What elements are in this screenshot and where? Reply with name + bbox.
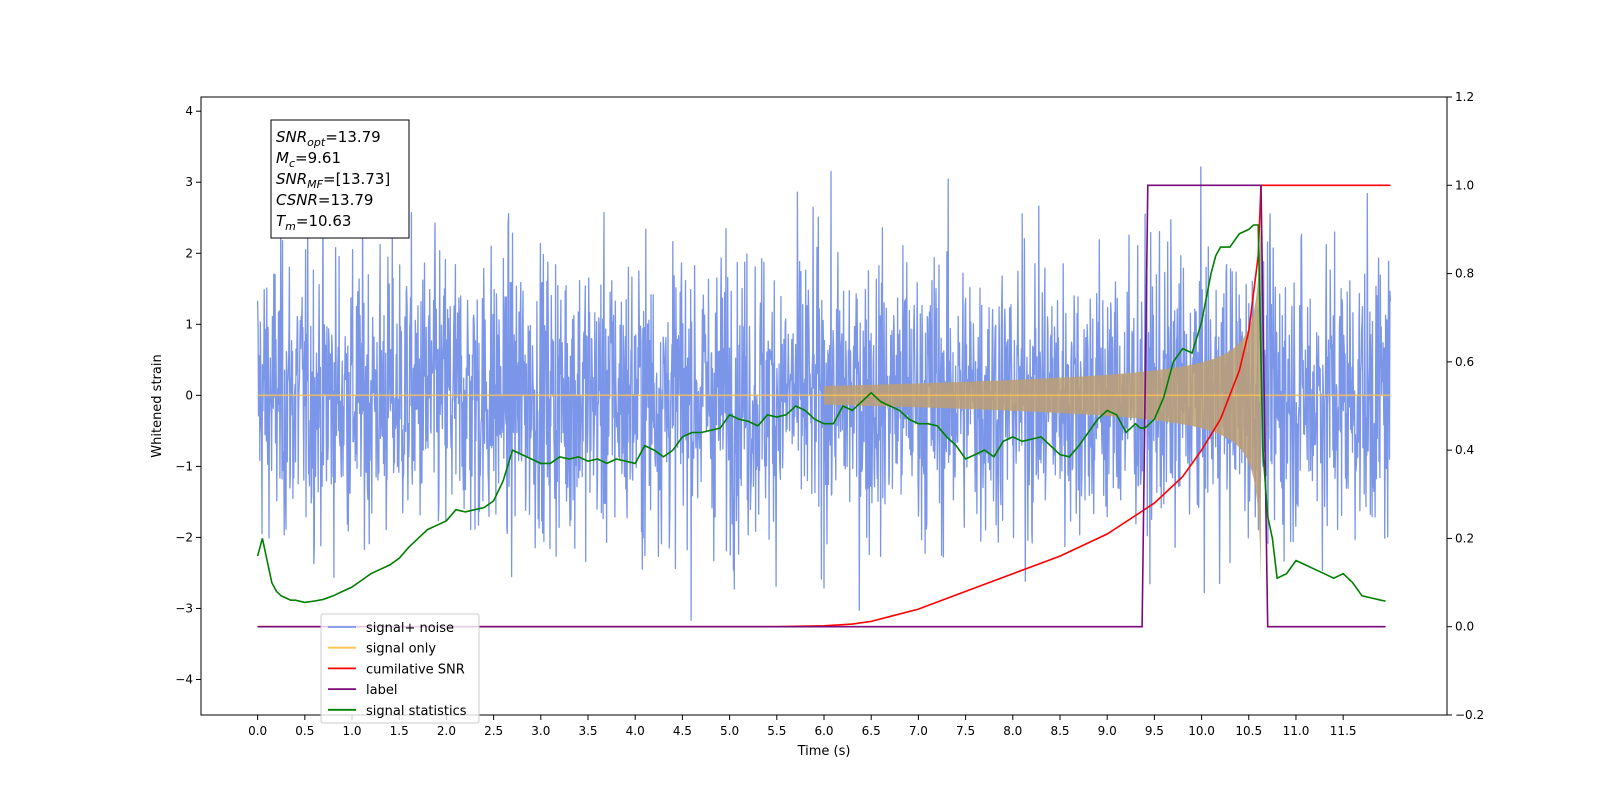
x-tick-label: 9.5 — [1145, 724, 1164, 738]
x-tick-label: 2.0 — [437, 724, 456, 738]
right-y-tick-label: 1.2 — [1455, 90, 1474, 104]
x-tick-label: 4.5 — [673, 724, 692, 738]
right-y-axis-ticks: −0.2 0.0 0.2 0.4 0.6 0.8 1.0 1.2 — [1447, 90, 1484, 722]
annotation-line: CSNR=13.79 — [276, 191, 373, 209]
right-y-tick-label: 0.4 — [1455, 443, 1474, 457]
legend-label: label — [366, 683, 397, 698]
right-y-tick-label: 1.0 — [1455, 178, 1474, 192]
annotation-line: Tm=10.63 — [276, 212, 351, 233]
left-y-tick-label: 0 — [185, 388, 193, 402]
left-y-tick-label: 3 — [185, 175, 193, 189]
x-tick-label: 5.0 — [720, 724, 739, 738]
x-tick-label: 10.5 — [1235, 724, 1262, 738]
y-axis-title: Whitened strain — [150, 354, 165, 457]
x-tick-label: 2.5 — [484, 724, 503, 738]
series-signal-only — [257, 210, 1391, 580]
x-tick-label: 6.0 — [814, 724, 833, 738]
label-line — [257, 184, 1386, 628]
annotation-line: SNRopt=13.79 — [276, 128, 381, 149]
cumulative-snr-line — [257, 184, 1391, 628]
x-tick-label: 4.0 — [626, 724, 645, 738]
legend-label: signal only — [366, 642, 436, 657]
x-tick-label: 10.0 — [1188, 724, 1215, 738]
x-tick-label: 7.0 — [909, 724, 928, 738]
signal-statistics-line — [256, 224, 1386, 604]
right-y-tick-label: 0.2 — [1455, 531, 1474, 545]
x-tick-label: 3.0 — [531, 724, 550, 738]
annotation-box: SNRopt=13.79Mc=9.61SNRMF=[13.73]CSNR=13.… — [270, 119, 410, 239]
x-tick-label: 9.0 — [1098, 724, 1117, 738]
left-y-tick-label: 4 — [185, 104, 193, 118]
x-axis-ticks: 0.0 0.5 1.0 1.5 2.0 2.5 3.0 3.5 4.0 4.5 5.0 5.5 6.0 6… — [248, 715, 1357, 738]
x-axis-title: Time (s) — [797, 744, 851, 759]
x-tick-label: 8.0 — [1003, 724, 1022, 738]
annotation-line: Mc=9.61 — [276, 149, 341, 170]
left-y-tick-label: −1 — [175, 459, 193, 473]
left-y-tick-label: 1 — [185, 317, 193, 331]
x-tick-label: 6.5 — [862, 724, 881, 738]
x-tick-label: 8.5 — [1050, 724, 1069, 738]
left-y-tick-label: −3 — [175, 601, 193, 615]
annotation-line: SNRMF=[13.73] — [276, 170, 390, 191]
x-tick-label: 5.5 — [767, 724, 786, 738]
annotation-box-frame — [270, 119, 410, 239]
legend-label: cumilative SNR — [366, 662, 465, 677]
x-tick-label: 7.5 — [956, 724, 975, 738]
x-tick-label: 11.5 — [1330, 724, 1357, 738]
right-y-tick-label: 0.0 — [1455, 620, 1474, 634]
left-y-tick-label: 2 — [185, 246, 193, 260]
left-y-axis-ticks: −4 −3 −2 −1 0 1 2 3 4 — [175, 104, 201, 686]
left-y-tick-label: −4 — [175, 672, 193, 686]
series-layer — [256, 166, 1392, 628]
x-tick-label: 1.5 — [390, 724, 409, 738]
x-tick-label: 1.0 — [342, 724, 361, 738]
legend-frame — [320, 613, 480, 724]
right-y-tick-label: 0.8 — [1455, 267, 1474, 281]
x-tick-label: 0.5 — [295, 724, 314, 738]
left-y-tick-label: −2 — [175, 530, 193, 544]
legend-label: signal statistics — [366, 704, 467, 719]
x-tick-label: 11.0 — [1283, 724, 1310, 738]
x-tick-label: 3.5 — [578, 724, 597, 738]
x-tick-label: 0.0 — [248, 724, 267, 738]
right-y-tick-label: 0.6 — [1455, 355, 1474, 369]
legend-label: signal+ noise — [366, 621, 454, 636]
right-y-tick-label: −0.2 — [1455, 708, 1484, 722]
legend: signal+ noise signal only cumilative SNR la… — [320, 613, 480, 724]
